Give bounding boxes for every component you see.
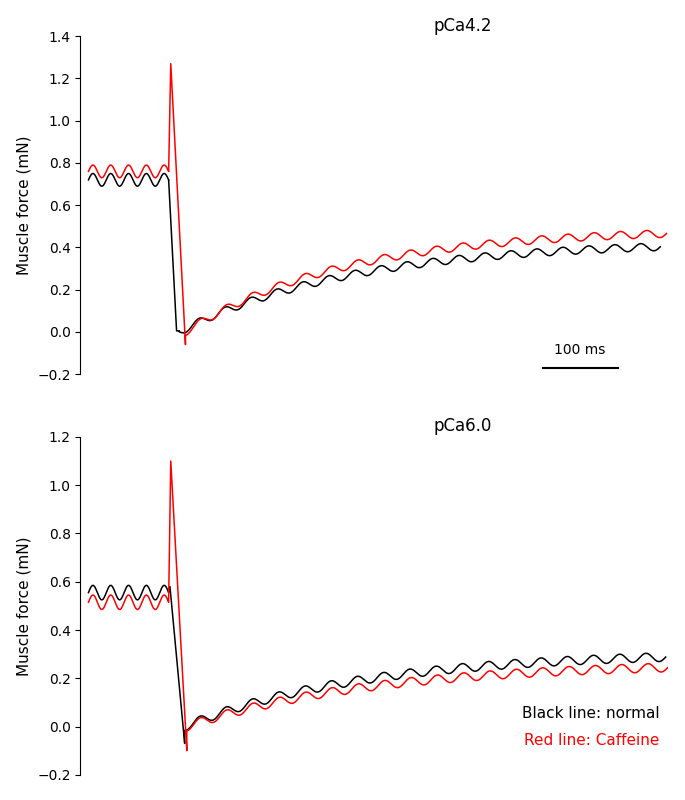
Text: 100 ms: 100 ms (554, 343, 606, 358)
Y-axis label: Muscle force (mN): Muscle force (mN) (16, 536, 32, 676)
Title: pCa4.2: pCa4.2 (434, 17, 492, 34)
Y-axis label: Muscle force (mN): Muscle force (mN) (16, 135, 32, 275)
Title: pCa6.0: pCa6.0 (434, 418, 492, 435)
Text: Black line: normal: Black line: normal (522, 706, 660, 721)
Text: Red line: Caffeine: Red line: Caffeine (524, 733, 660, 748)
